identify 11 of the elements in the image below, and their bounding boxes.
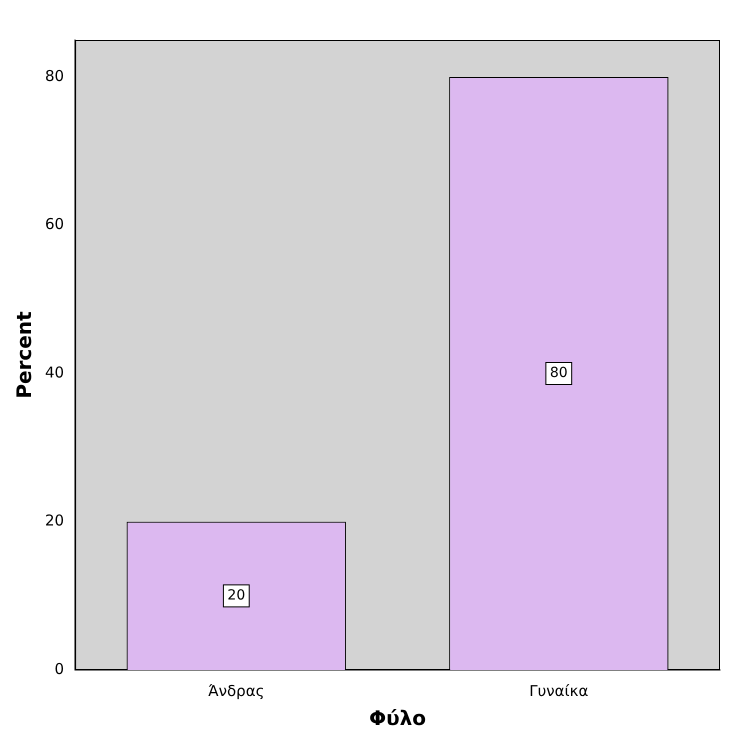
y-tick-label: 80 bbox=[44, 66, 64, 85]
x-tick-label: Άνδρας bbox=[208, 682, 264, 700]
y-tick-label: 40 bbox=[44, 363, 64, 382]
y-tick-label: 20 bbox=[44, 512, 64, 530]
data-label: 20 bbox=[227, 588, 246, 604]
y-tick-label: 60 bbox=[44, 215, 64, 234]
x-axis-title: Φύλο bbox=[369, 706, 426, 730]
y-tick-label: 0 bbox=[54, 660, 64, 678]
x-tick-label: Γυναίκα bbox=[529, 682, 588, 700]
y-axis-title: Percent bbox=[12, 310, 36, 399]
data-label: 80 bbox=[550, 365, 568, 382]
